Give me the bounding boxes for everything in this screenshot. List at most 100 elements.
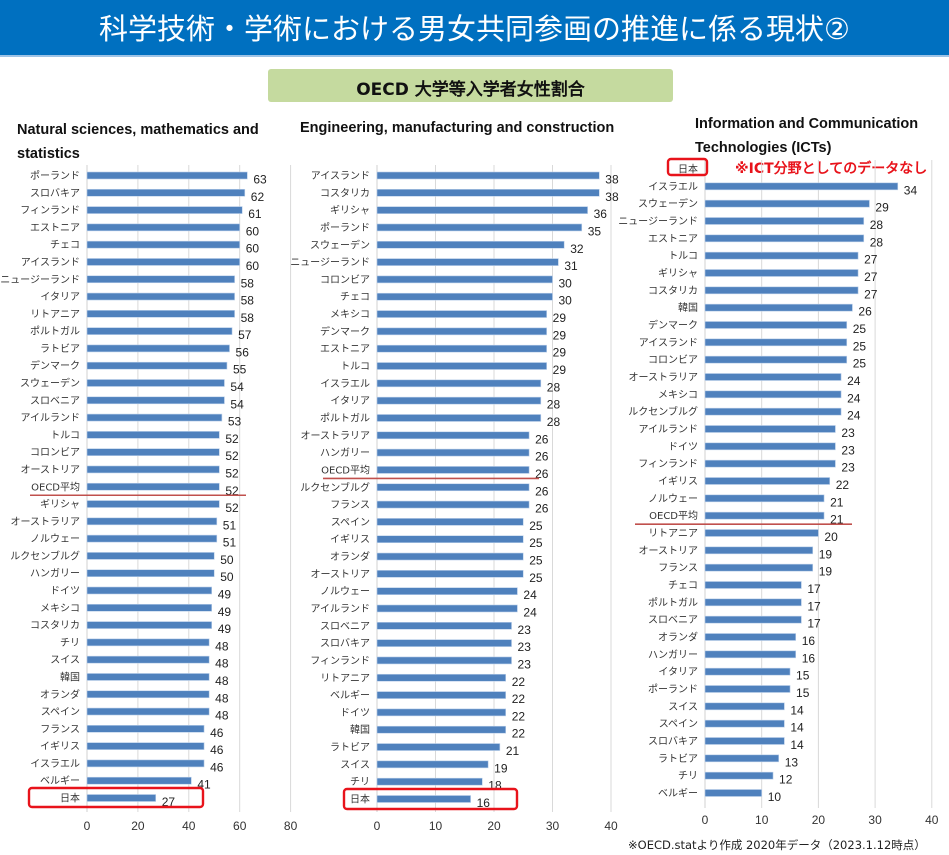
value-label: 16 <box>802 634 816 648</box>
chart-title-engineering: Engineering, manufacturing and construct… <box>300 116 614 140</box>
value-label: 23 <box>841 426 855 440</box>
bar <box>86 638 210 647</box>
bar <box>704 633 797 641</box>
value-label: 48 <box>215 691 229 705</box>
bar <box>704 685 791 693</box>
value-label: 16 <box>802 651 816 665</box>
value-label: 52 <box>225 466 239 480</box>
category-label: アイルランド <box>21 412 81 424</box>
category-label: 日本 <box>350 793 370 806</box>
bar <box>376 292 553 301</box>
category-label: 日本 <box>60 792 80 805</box>
subtitle-banner: OECD 大学等入学者女性割合 <box>268 69 673 102</box>
category-label: スロバキア <box>320 638 370 650</box>
value-label: 19 <box>819 565 833 579</box>
bar <box>704 459 836 468</box>
bar <box>376 431 530 440</box>
x-tick-label: 0 <box>702 813 709 827</box>
category-label: コロンビア <box>30 447 80 459</box>
bar <box>704 789 763 797</box>
bar <box>86 500 220 508</box>
value-label: 25 <box>853 322 867 336</box>
x-tick-label: 20 <box>812 813 826 827</box>
x-tick-label: 40 <box>182 819 196 833</box>
value-label: 19 <box>819 547 833 561</box>
category-label: ハンガリー <box>30 568 80 580</box>
bar <box>376 448 530 457</box>
value-label: 48 <box>215 709 229 723</box>
category-label: ポルトガル <box>320 412 370 424</box>
x-tick-label: 40 <box>604 819 618 833</box>
value-label: 28 <box>870 235 884 249</box>
value-label: 21 <box>506 744 520 758</box>
bar <box>86 258 240 266</box>
value-label: 30 <box>559 276 573 290</box>
category-label: フィンランド <box>20 205 80 217</box>
value-label: 19 <box>494 761 508 775</box>
category-label: アイスランド <box>21 256 80 268</box>
value-label: 28 <box>547 415 561 429</box>
chart-title-ict: Information and Communication Technologi… <box>695 112 918 160</box>
category-label: デンマーク <box>30 359 80 372</box>
bar <box>704 269 859 277</box>
value-label: 60 <box>246 242 260 256</box>
value-label: 15 <box>796 669 810 683</box>
value-label: 14 <box>790 738 804 752</box>
bar <box>704 511 825 520</box>
value-label: 29 <box>553 311 567 325</box>
category-label: フランス <box>40 723 80 735</box>
category-label: アイルランド <box>311 603 371 615</box>
value-label: 57 <box>238 328 252 342</box>
value-label: 41 <box>197 778 211 792</box>
value-label: 29 <box>875 201 889 215</box>
value-label: 26 <box>535 467 549 481</box>
category-label: イギリス <box>330 534 370 546</box>
category-label: メキシコ <box>658 390 698 401</box>
category-label: フランス <box>658 562 698 574</box>
bar <box>86 621 213 629</box>
category-label: 韓国 <box>350 724 370 736</box>
value-label: 15 <box>796 686 810 700</box>
bar <box>86 552 215 560</box>
bar <box>86 569 215 578</box>
value-label: 27 <box>864 270 878 284</box>
category-label: ポーランド <box>320 222 370 234</box>
bar <box>704 303 853 312</box>
bar <box>376 570 524 578</box>
value-label: 58 <box>241 276 255 290</box>
value-label: 20 <box>824 530 838 544</box>
category-label: 韓国 <box>60 671 80 683</box>
bar <box>376 639 512 647</box>
value-label: 61 <box>248 207 262 221</box>
value-label: 22 <box>512 709 526 723</box>
value-label: 27 <box>162 795 176 809</box>
bar <box>704 321 848 329</box>
value-label: 53 <box>228 415 242 429</box>
category-label: ノルウェー <box>30 533 80 545</box>
bar <box>376 344 547 353</box>
bar <box>86 690 210 699</box>
value-label: 38 <box>605 190 619 204</box>
bar <box>704 615 802 624</box>
value-label: 62 <box>251 190 265 204</box>
value-label: 17 <box>807 617 821 631</box>
category-label: オーストリア <box>639 545 699 557</box>
value-label: 29 <box>553 328 567 342</box>
value-label: 23 <box>841 443 855 457</box>
category-label: イタリア <box>658 666 698 678</box>
value-label: 27 <box>864 253 878 267</box>
bar <box>376 743 501 751</box>
chart-title-line: Information and Communication <box>695 116 919 132</box>
bar <box>376 622 512 630</box>
value-label: 22 <box>512 727 526 741</box>
category-label: アイスランド <box>311 170 370 182</box>
bar <box>86 413 223 422</box>
category-label: エストニア <box>320 344 370 355</box>
x-tick-label: 20 <box>131 819 145 833</box>
value-label: 25 <box>853 339 867 353</box>
category-label: ポルトガル <box>648 597 698 609</box>
value-label: 22 <box>512 692 526 706</box>
bar <box>704 251 859 260</box>
category-label: ベルギー <box>40 775 80 787</box>
bar <box>704 667 791 676</box>
